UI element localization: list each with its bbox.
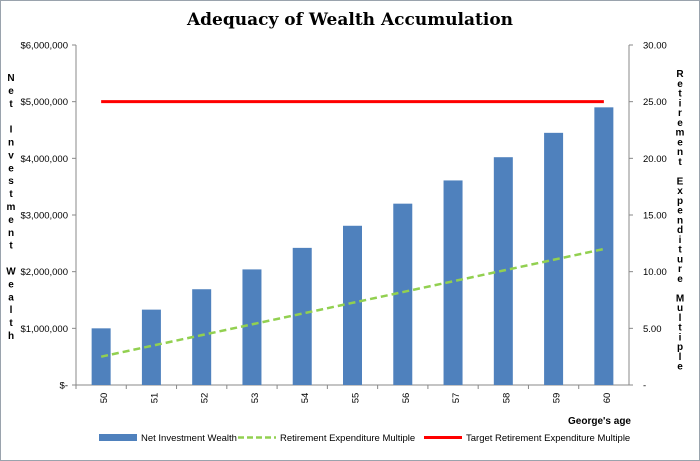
y2-tick-label: 30.00 [643, 41, 667, 52]
line-retirement-expenditure-multiple [100, 247, 605, 358]
bar-net-investment-wealth [443, 180, 463, 385]
x-tick-label: 57 [451, 393, 462, 404]
legend-label: Target Retirement Expenditure Multiple [466, 433, 630, 444]
x-axis-label: George's age [568, 416, 631, 427]
x-tick-label: 55 [351, 393, 362, 404]
y2-tick-label: 10.00 [643, 267, 667, 278]
x-tick-label: 58 [501, 393, 512, 404]
bar-net-investment-wealth [192, 289, 212, 385]
legend-label: Retirement Expenditure Multiple [280, 433, 415, 444]
y2-tick-label: 25.00 [643, 97, 667, 108]
x-tick-label: 54 [300, 393, 311, 404]
legend-swatch-net-investment-wealth [99, 434, 137, 441]
y-tick-label: $1,000,000 [20, 324, 68, 335]
y-tick-label: $- [60, 381, 68, 392]
bar-net-investment-wealth [393, 203, 413, 385]
y-tick-label: $2,000,000 [20, 267, 68, 278]
y-tick-label: $5,000,000 [20, 97, 68, 108]
legend: Net Investment Wealth Retirement Expendit… [99, 433, 630, 444]
x-tick-label: 53 [250, 393, 261, 404]
y2-tick-label: 20.00 [643, 154, 667, 165]
y-tick-label: $3,000,000 [20, 211, 68, 222]
y-tick-label: $6,000,000 [20, 41, 68, 52]
legend-label: Net Investment Wealth [141, 433, 237, 444]
y2-tick-label: 15.00 [643, 211, 667, 222]
x-tick-label: 51 [149, 393, 160, 404]
bar-net-investment-wealth [91, 328, 111, 385]
bar-net-investment-wealth [242, 269, 262, 385]
y2-tick-label: 5.00 [643, 324, 662, 335]
x-tick-label: 59 [552, 393, 563, 404]
bar-net-investment-wealth [292, 247, 312, 385]
y-tick-label: $4,000,000 [20, 154, 68, 165]
x-tick-label: 50 [99, 393, 110, 404]
y2-tick-label: - [643, 381, 646, 392]
bar-net-investment-wealth [594, 107, 614, 385]
chart-title: Adequacy of Wealth Accumulation [186, 10, 513, 30]
x-tick-label: 56 [401, 393, 412, 404]
x-tick-label: 60 [602, 393, 613, 404]
bar-net-investment-wealth [141, 309, 161, 385]
bar-net-investment-wealth [343, 225, 362, 385]
x-tick-label: 52 [200, 393, 211, 404]
plot-area: $- $1,000,000 $2,000,000 $3,000,000 $4,000,0… [20, 41, 666, 404]
